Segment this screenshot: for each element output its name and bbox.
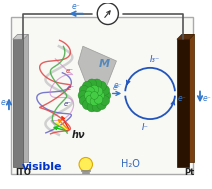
Circle shape <box>87 79 97 89</box>
Polygon shape <box>182 34 194 162</box>
Circle shape <box>96 91 105 100</box>
Text: e⁻: e⁻ <box>177 94 186 103</box>
Text: I₃⁻: I₃⁻ <box>150 55 160 64</box>
Circle shape <box>78 91 88 100</box>
Text: e⁻: e⁻ <box>203 94 212 103</box>
Circle shape <box>79 157 92 171</box>
Text: e⁻: e⁻ <box>114 81 123 90</box>
Text: e⁻: e⁻ <box>67 84 75 91</box>
Text: visible: visible <box>21 162 62 172</box>
Polygon shape <box>13 34 28 39</box>
Polygon shape <box>177 34 194 39</box>
Circle shape <box>84 91 93 100</box>
Circle shape <box>101 91 111 100</box>
Circle shape <box>97 100 106 110</box>
Polygon shape <box>78 46 116 91</box>
Text: ITO: ITO <box>15 168 31 177</box>
Text: Pt: Pt <box>184 168 195 177</box>
Text: H₂O: H₂O <box>121 159 140 169</box>
Circle shape <box>100 85 110 95</box>
Circle shape <box>86 95 95 104</box>
Circle shape <box>92 79 102 89</box>
Text: e⁻: e⁻ <box>1 98 10 107</box>
FancyBboxPatch shape <box>11 17 193 174</box>
Polygon shape <box>177 39 190 167</box>
Circle shape <box>87 102 97 112</box>
Text: hν: hν <box>71 130 85 140</box>
Text: e⁻: e⁻ <box>64 101 72 107</box>
Circle shape <box>90 85 99 94</box>
Circle shape <box>82 81 92 91</box>
Circle shape <box>97 81 106 91</box>
Circle shape <box>97 3 118 25</box>
Circle shape <box>82 100 92 110</box>
Circle shape <box>79 85 89 95</box>
Text: I⁻: I⁻ <box>142 123 149 132</box>
Circle shape <box>79 96 89 105</box>
Circle shape <box>94 87 103 96</box>
Circle shape <box>90 97 99 106</box>
Circle shape <box>91 91 98 99</box>
Text: M: M <box>98 59 110 69</box>
Circle shape <box>86 87 95 96</box>
Text: e⁻: e⁻ <box>66 68 74 74</box>
Polygon shape <box>18 34 28 162</box>
Text: e⁻: e⁻ <box>113 84 120 91</box>
Circle shape <box>100 96 110 105</box>
Polygon shape <box>13 39 23 167</box>
Circle shape <box>92 102 102 112</box>
Circle shape <box>94 95 103 104</box>
Text: e⁻: e⁻ <box>72 2 81 11</box>
